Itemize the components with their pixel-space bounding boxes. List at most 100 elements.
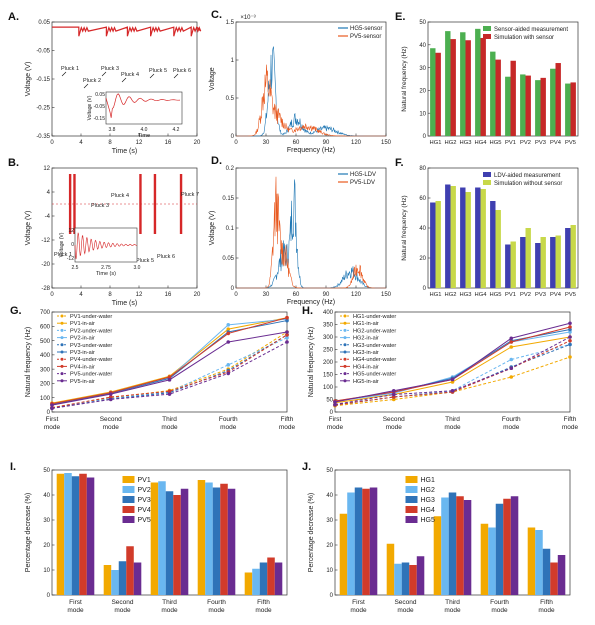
x-tick-label: 20 bbox=[194, 292, 201, 298]
bar bbox=[465, 40, 471, 136]
bar bbox=[490, 51, 496, 136]
x-tick-label: 60 bbox=[293, 140, 300, 146]
legend-label: PV2 bbox=[138, 487, 151, 494]
y-tick-label: 0 bbox=[423, 134, 427, 140]
bar bbox=[445, 184, 451, 288]
bar bbox=[480, 523, 489, 595]
series-point bbox=[568, 335, 572, 339]
bar bbox=[267, 557, 275, 595]
bar bbox=[369, 487, 378, 595]
x-tick-label: 150 bbox=[381, 140, 392, 146]
x-tick-label: 0 bbox=[234, 140, 238, 146]
y-tick-label: 20 bbox=[419, 89, 426, 95]
x-tick-label: HG2 bbox=[445, 140, 457, 146]
x-tick-label: 20 bbox=[194, 140, 201, 146]
panel-label: A. bbox=[8, 11, 19, 23]
bar bbox=[495, 59, 501, 137]
panel-label: G. bbox=[10, 305, 22, 317]
pluck-burst bbox=[153, 174, 157, 234]
y-tick-label: 50 bbox=[326, 468, 333, 474]
x-tick-label: Third bbox=[445, 599, 460, 606]
legend-marker bbox=[343, 364, 347, 368]
y-tick-label: 0 bbox=[47, 410, 51, 416]
x-tick-label: Fourth bbox=[207, 599, 226, 606]
legend-label: PV3-in-air bbox=[70, 350, 95, 356]
legend-label: LDV-aided measurement bbox=[494, 173, 561, 179]
bar bbox=[445, 31, 451, 136]
inset-frame bbox=[105, 91, 183, 125]
x-tick-label: Third bbox=[162, 416, 177, 423]
bar bbox=[475, 28, 481, 137]
x-tick-label: mode bbox=[220, 424, 237, 431]
x-tick-label: 60 bbox=[293, 292, 300, 298]
y-axis-label: Voltage bbox=[209, 67, 216, 90]
x-tick-label: 90 bbox=[323, 292, 330, 298]
x-tick-label: 12 bbox=[136, 140, 143, 146]
y-axis-label: Percentage decrease (%) bbox=[308, 493, 315, 572]
bar bbox=[274, 562, 283, 595]
y-tick-label: -28 bbox=[41, 286, 50, 292]
bar bbox=[409, 565, 417, 595]
x-tick-label: mode bbox=[562, 424, 579, 431]
bar bbox=[510, 241, 516, 288]
bar bbox=[535, 243, 541, 288]
series-point bbox=[391, 395, 396, 399]
legend-marker bbox=[60, 321, 64, 325]
legend-marker bbox=[343, 328, 347, 332]
y-tick-label: 150 bbox=[323, 373, 334, 379]
pv5-spectrum bbox=[236, 176, 386, 289]
legend-swatch bbox=[405, 476, 418, 483]
panel-label: E. bbox=[395, 11, 405, 23]
y-axis-label: Natural frequency (Hz) bbox=[401, 195, 408, 260]
legend-swatch bbox=[483, 172, 491, 177]
y-tick-label: -20 bbox=[41, 262, 50, 268]
x-tick-label: First bbox=[46, 416, 59, 423]
legend-marker bbox=[343, 350, 347, 354]
legend-swatch bbox=[405, 486, 418, 493]
x-tick-label: mode bbox=[67, 607, 84, 614]
y-tick-label: 0 bbox=[330, 410, 334, 416]
legend-label-pv5: PV5-LDV bbox=[350, 180, 375, 186]
legend-label: PV4 bbox=[138, 507, 151, 514]
x-tick-label: Fourth bbox=[490, 599, 509, 606]
bar bbox=[103, 565, 112, 595]
x-tick-label: Fourth bbox=[502, 416, 521, 423]
x-tick-label: mode bbox=[255, 607, 272, 614]
x-tick-label: PV4 bbox=[550, 140, 562, 146]
inset-y-tick-label: 0.05 bbox=[95, 92, 105, 98]
series-point bbox=[333, 400, 337, 404]
inset-y-tick-label: -0.15 bbox=[94, 116, 106, 122]
pluck-arrow bbox=[149, 73, 155, 79]
y-tick-label: -0.25 bbox=[36, 106, 50, 112]
pluck-annotation: Pluck 1 bbox=[61, 66, 79, 72]
x-tick-label: PV5 bbox=[565, 140, 576, 146]
y-tick-label: 40 bbox=[419, 43, 426, 49]
y-tick-label: 400 bbox=[40, 353, 51, 359]
bar bbox=[540, 77, 546, 136]
series-point bbox=[167, 389, 172, 394]
legend-label: PV1-in-air bbox=[70, 321, 95, 327]
bar bbox=[465, 192, 471, 288]
legend-label: PV5 bbox=[138, 517, 151, 524]
inset-x-tick-label: 3.8 bbox=[109, 127, 116, 133]
x-tick-label: Second bbox=[100, 416, 122, 423]
inset-trace bbox=[74, 232, 138, 260]
x-tick-label: Second bbox=[394, 599, 416, 606]
series-point bbox=[568, 342, 572, 347]
bar bbox=[535, 80, 541, 136]
y-tick-label: 500 bbox=[40, 339, 51, 345]
bar bbox=[463, 500, 472, 595]
y-tick-label: 1.5 bbox=[226, 20, 235, 26]
legend-label: HG3-in-air bbox=[353, 350, 379, 356]
pluck-annotation: Pluck 2 bbox=[83, 78, 101, 84]
x-tick-label: HG4 bbox=[475, 292, 488, 298]
bar bbox=[252, 568, 260, 595]
x-tick-label: 16 bbox=[165, 292, 172, 298]
pluck-annotation: Pluck 4 bbox=[121, 72, 139, 78]
x-tick-label: 8 bbox=[108, 140, 112, 146]
series-point bbox=[108, 392, 113, 396]
pluck-annotation: Pluck 6 bbox=[157, 254, 175, 260]
series-point bbox=[226, 331, 231, 336]
x-tick-label: mode bbox=[327, 424, 344, 431]
bar bbox=[180, 488, 189, 595]
